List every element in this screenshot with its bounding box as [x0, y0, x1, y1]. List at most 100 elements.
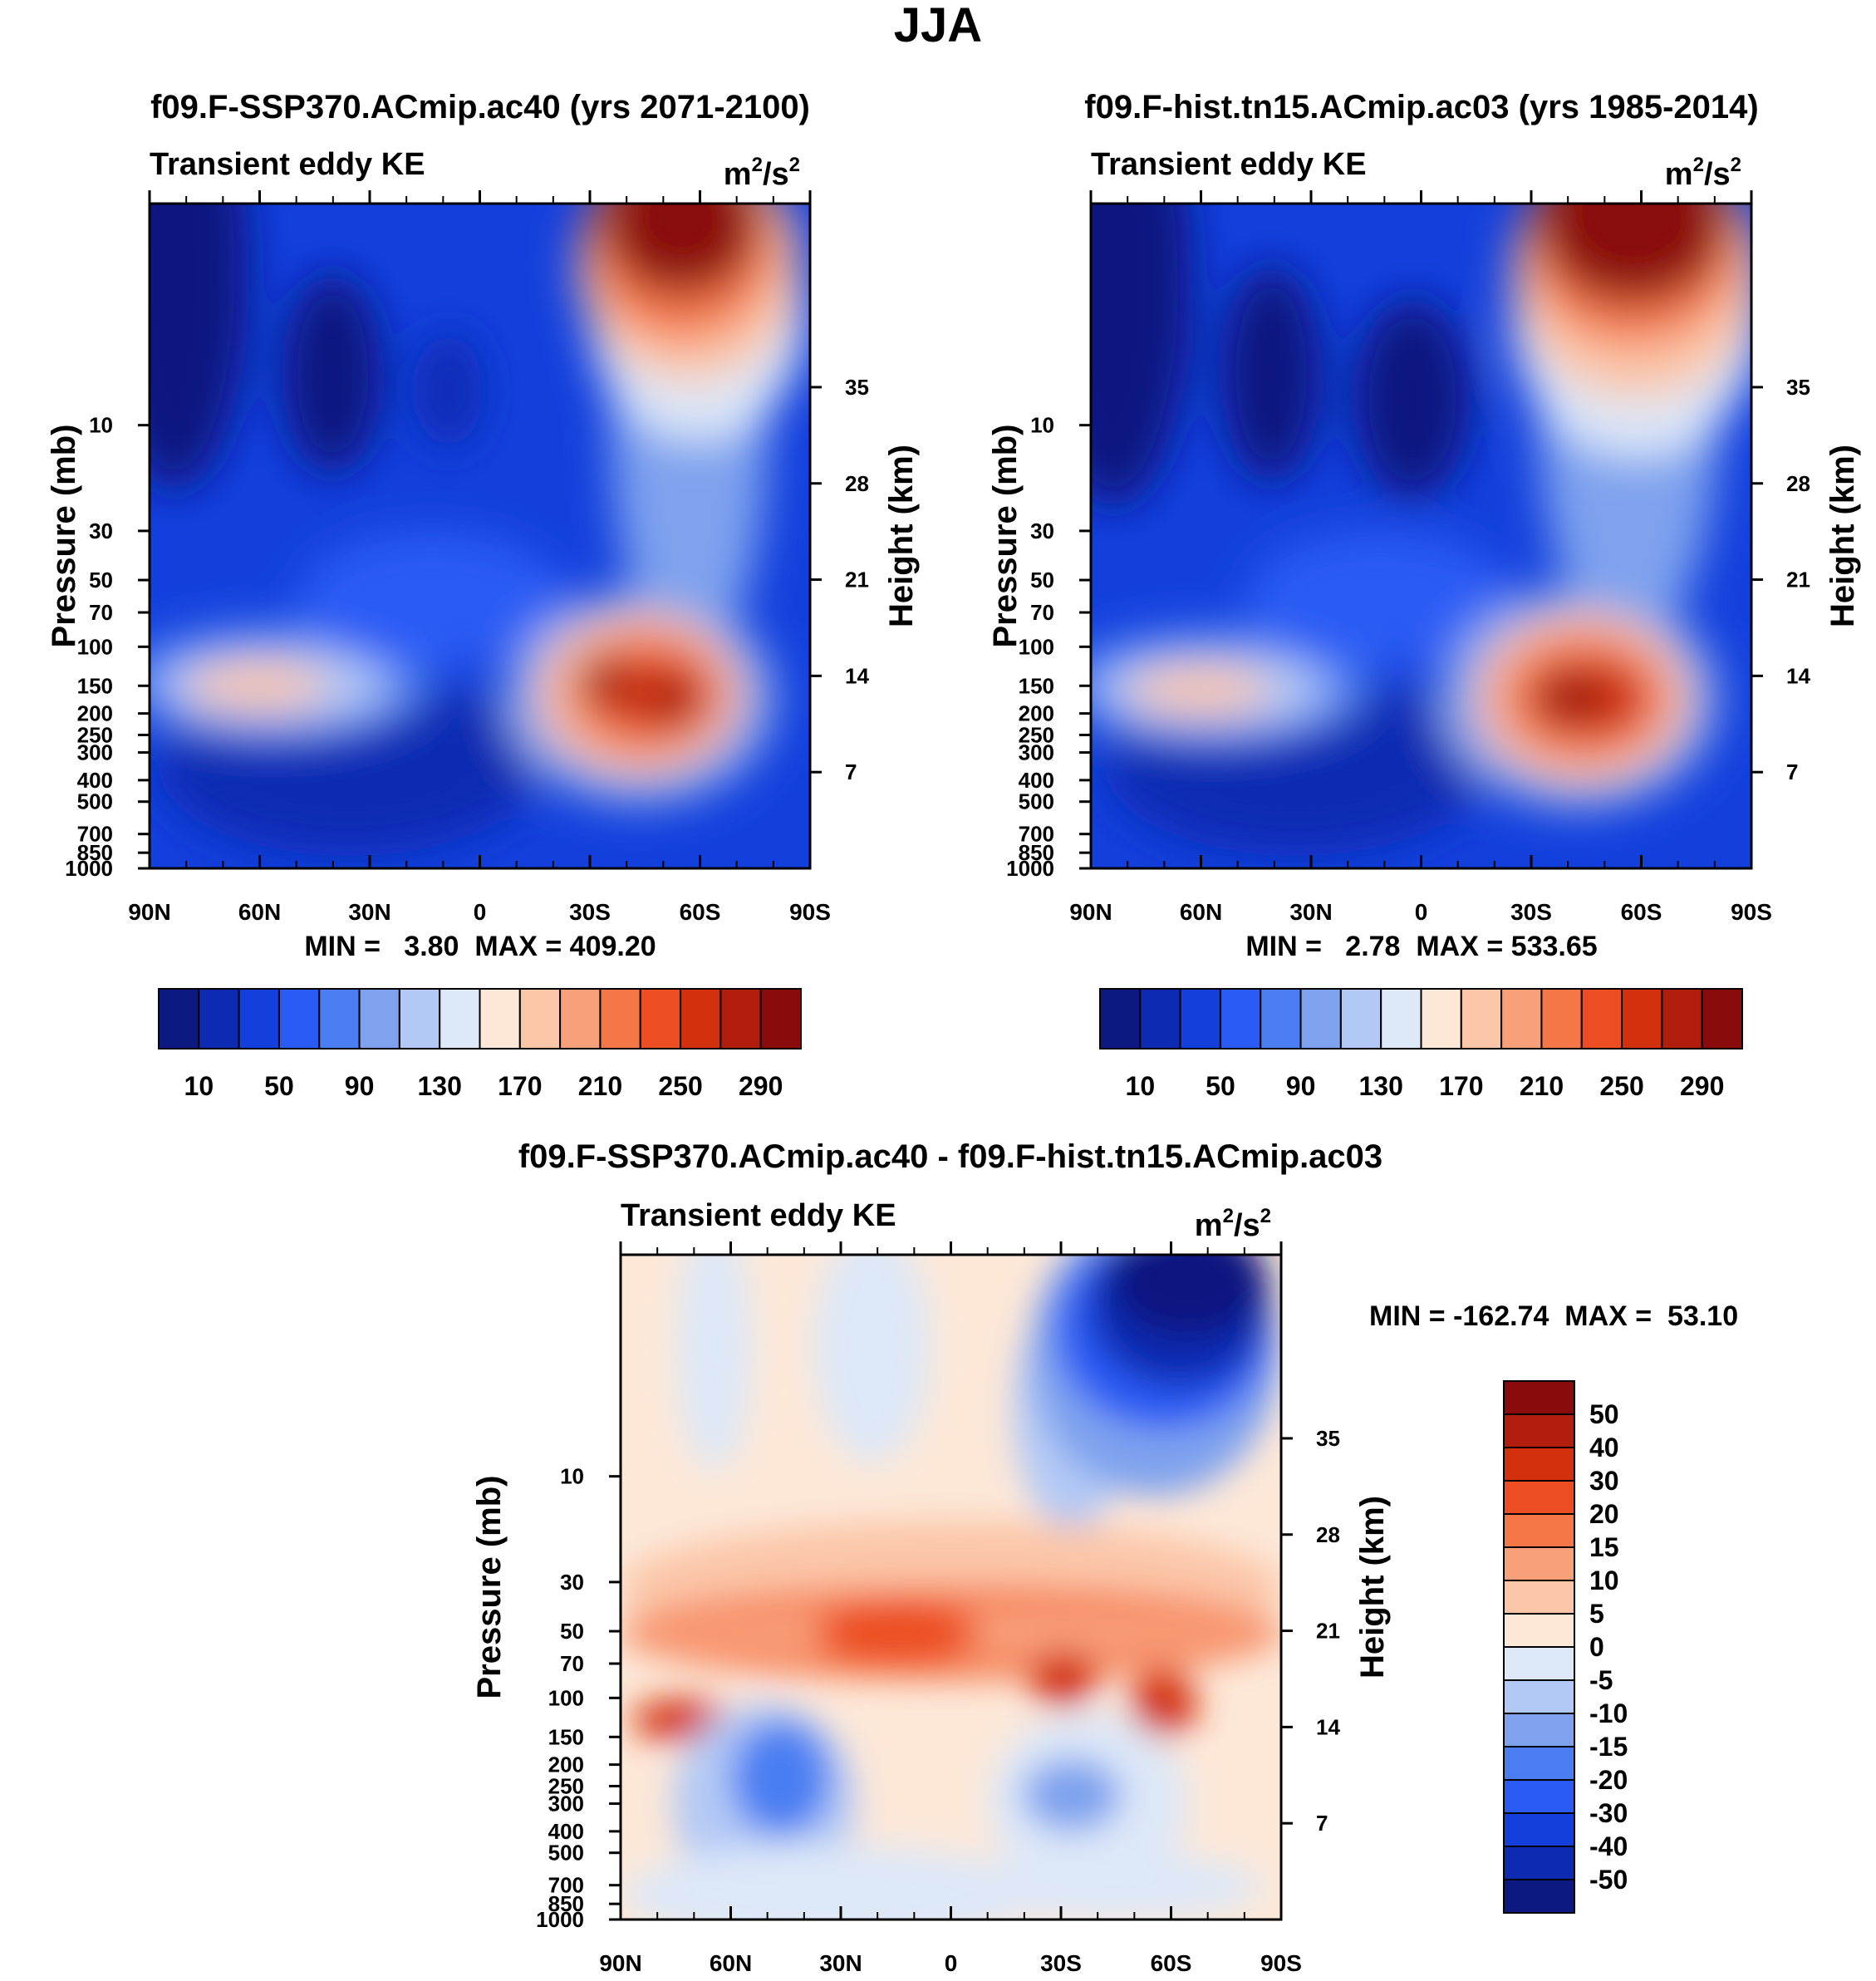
y-tick-label: 500	[1019, 789, 1054, 814]
y-tick-label: 100	[548, 1685, 584, 1710]
colorbar-label: 20	[1589, 1499, 1619, 1529]
colorbar-label: 130	[1358, 1071, 1402, 1101]
axes: 90N 60N 30N 0 30S 60S 90S103050701001502002503…	[65, 190, 869, 925]
colorbar-swatch	[680, 988, 722, 1049]
y-tick-label: 70	[1030, 600, 1054, 625]
y-tick-label: 250	[548, 1773, 584, 1798]
colorbar-swatch	[1503, 1812, 1575, 1847]
colorbar-swatch	[759, 988, 802, 1049]
x-tick-label: 90S	[1260, 1950, 1302, 1976]
colorbar-swatch	[559, 988, 602, 1049]
y-right-tick-label: 35	[1786, 375, 1810, 400]
panel-title: f09.F-SSP370.ACmip.ac40 (yrs 2071-2100)	[150, 89, 810, 125]
y-right-tick-label: 14	[1316, 1714, 1340, 1739]
colorbar-swatch	[1503, 1613, 1575, 1648]
colorbar-swatch	[1503, 1779, 1575, 1814]
min-max-stats: MIN = 2.78 MAX = 533.65	[1245, 931, 1597, 962]
x-tick-label: 30N	[348, 899, 390, 925]
colorbar-label: 290	[739, 1071, 783, 1101]
colorbar: 10 50 90 130 170 210 250 290	[1099, 988, 1743, 1101]
x-tick-label: 0	[474, 899, 487, 925]
colorbar-swatch	[1503, 1746, 1575, 1781]
colorbar-label: -10	[1589, 1698, 1628, 1728]
colorbar-label: 5	[1589, 1599, 1604, 1629]
colorbar-swatch	[1503, 1380, 1575, 1415]
y-tick-label: 400	[77, 768, 113, 793]
y-axis-label: Pressure (mb)	[987, 425, 1024, 648]
colorbar-swatch	[1099, 988, 1142, 1049]
colorbar-swatch	[1503, 1413, 1575, 1448]
y-tick-label: 10	[89, 413, 113, 438]
cell	[1030, 1649, 1097, 1708]
y-right-tick-label: 28	[1786, 471, 1810, 496]
cell	[1109, 1255, 1267, 1338]
colorbar-swatch	[358, 988, 400, 1049]
cell	[1246, 532, 1512, 665]
colorbar-swatch	[1503, 1580, 1575, 1615]
y-tick-label: 150	[77, 673, 113, 698]
y-right-tick-label: 7	[845, 759, 857, 784]
colorbar-swatch	[1299, 988, 1342, 1049]
axes: 90N 60N 30N 0 30S 60S 90S103050701001502002503…	[1006, 190, 1810, 925]
x-tick-label: 90N	[1069, 899, 1112, 925]
y-tick-label: 1000	[65, 856, 113, 881]
colorbar-swatch	[198, 988, 240, 1049]
cell	[814, 1604, 980, 1662]
colorbar-swatch	[439, 988, 481, 1049]
y-right-tick-label: 7	[1786, 759, 1798, 784]
y-tick-label: 700	[1019, 822, 1054, 847]
colorbar-swatch	[1503, 1447, 1575, 1482]
y-tick-label: 200	[1019, 701, 1054, 726]
y-tick-label: 200	[77, 701, 113, 726]
x-tick-label: 30S	[569, 899, 611, 925]
x-tick-label: 60N	[710, 1950, 752, 1976]
colorbar-label: 40	[1589, 1433, 1619, 1462]
colorbar-swatch	[1503, 1480, 1575, 1515]
y-tick-label: 850	[548, 1891, 584, 1916]
colorbar-label: 10	[1589, 1566, 1619, 1595]
contour-field	[1091, 204, 1751, 868]
cell	[1022, 1757, 1122, 1832]
y-tick-label: 150	[1019, 673, 1054, 698]
y-right-tick-label: 14	[845, 663, 869, 688]
colorbar-label: -20	[1589, 1765, 1628, 1795]
y-right-tick-label: 21	[1786, 568, 1810, 592]
y-tick-label: 1000	[1006, 856, 1054, 881]
y-tick-label: 30	[560, 1570, 584, 1595]
cell	[1221, 266, 1321, 482]
x-tick-label: 60N	[1180, 899, 1222, 925]
min-max-stats: MIN = 3.80 MAX = 409.20	[304, 931, 656, 962]
panel-subtitle: Transient eddy KE	[621, 1198, 896, 1233]
y-tick-label: 700	[548, 1873, 584, 1898]
contour-field	[150, 204, 810, 868]
y-right-tick-label: 28	[1316, 1522, 1340, 1547]
axes: 90N 60N 30N 0 30S 60S 90S103050701001502002503…	[536, 1241, 1340, 1976]
panel-top-left: f09.F-SSP370.ACmip.ac40 (yrs 2071-2100) …	[46, 89, 920, 1101]
y-tick-label: 30	[89, 519, 113, 543]
colorbar-swatch	[1540, 988, 1583, 1049]
panel-subtitle: Transient eddy KE	[150, 147, 425, 182]
x-tick-label: 30N	[1289, 899, 1332, 925]
y-tick-label: 200	[548, 1752, 584, 1777]
x-tick-label: 30N	[819, 1950, 862, 1976]
colorbar-swatch	[238, 988, 280, 1049]
colorbar-swatch	[1701, 988, 1743, 1049]
colorbar-label: 170	[498, 1071, 542, 1101]
colorbar-label: 15	[1589, 1532, 1619, 1562]
min-max-stats: MIN = -162.74 MAX = 53.10	[1369, 1300, 1738, 1332]
y-tick-label: 70	[560, 1651, 584, 1676]
colorbar-label: 90	[345, 1071, 375, 1101]
colorbar-label: -40	[1589, 1831, 1628, 1861]
y-tick-label: 300	[548, 1792, 584, 1816]
y-tick-label: 250	[1019, 722, 1054, 747]
colorbar-swatch	[398, 988, 441, 1049]
y-tick-label: 500	[77, 789, 113, 814]
colorbar-swatch	[1503, 1513, 1575, 1548]
colorbar-label: -50	[1589, 1865, 1628, 1895]
y-tick-label: 10	[1030, 413, 1054, 438]
colorbar-swatch	[1503, 1713, 1575, 1748]
y-tick-label: 150	[548, 1724, 584, 1749]
x-tick-label: 60S	[680, 899, 721, 925]
cell	[677, 1255, 752, 1471]
y-tick-label: 400	[548, 1819, 584, 1844]
